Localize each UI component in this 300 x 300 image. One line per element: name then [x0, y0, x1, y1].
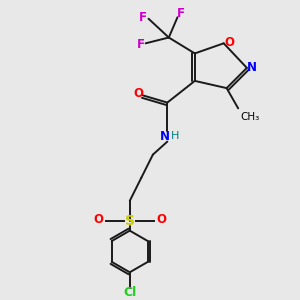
Text: S: S [125, 214, 135, 228]
Text: O: O [157, 214, 166, 226]
Text: O: O [134, 87, 143, 100]
Text: F: F [177, 7, 185, 20]
Text: Cl: Cl [123, 286, 136, 299]
Text: F: F [140, 11, 147, 24]
Text: CH₃: CH₃ [241, 112, 260, 122]
Text: O: O [224, 36, 234, 49]
Text: N: N [160, 130, 170, 143]
Text: O: O [93, 214, 103, 226]
Text: F: F [136, 38, 145, 51]
Text: H: H [171, 131, 180, 141]
Text: N: N [247, 61, 257, 74]
